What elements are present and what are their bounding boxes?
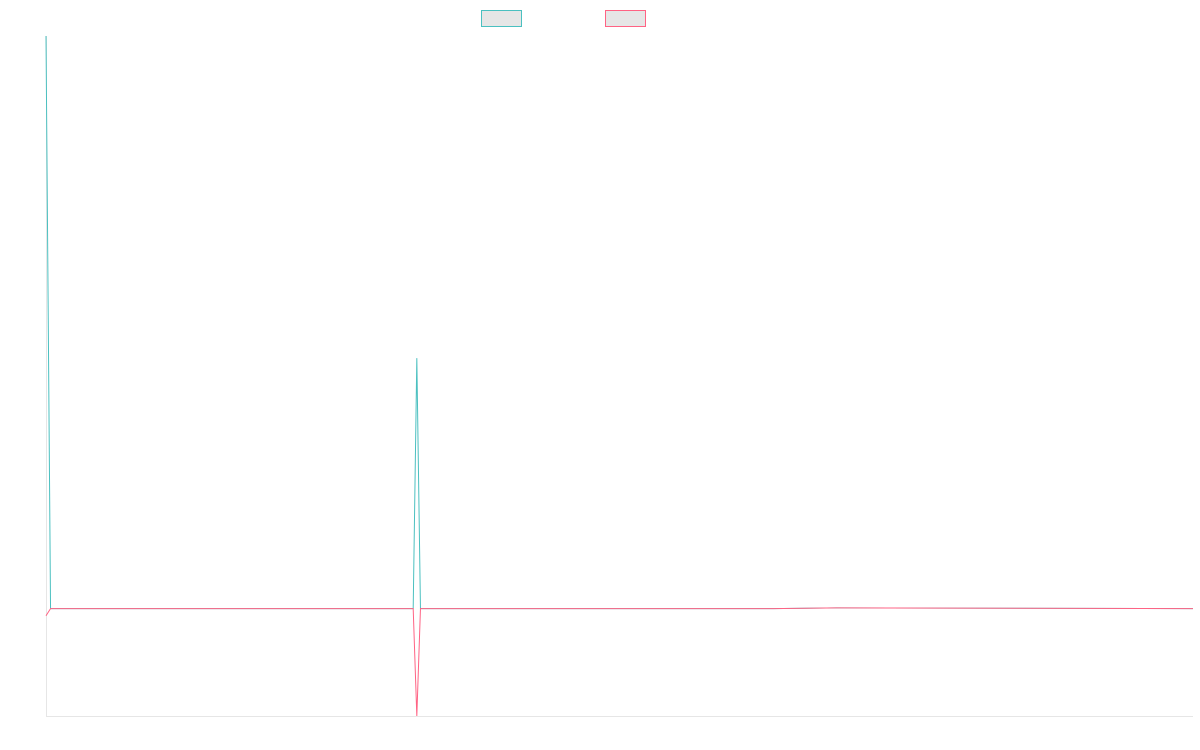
series-layer (45, 35, 1194, 717)
legend-swatch-2[interactable] (605, 10, 646, 27)
series-line-1 (45, 35, 1194, 610)
chart-legend (481, 10, 646, 27)
chart-axes (46, 36, 1193, 717)
series-line-2 (45, 607, 1194, 717)
legend-swatch-1[interactable] (481, 10, 522, 27)
